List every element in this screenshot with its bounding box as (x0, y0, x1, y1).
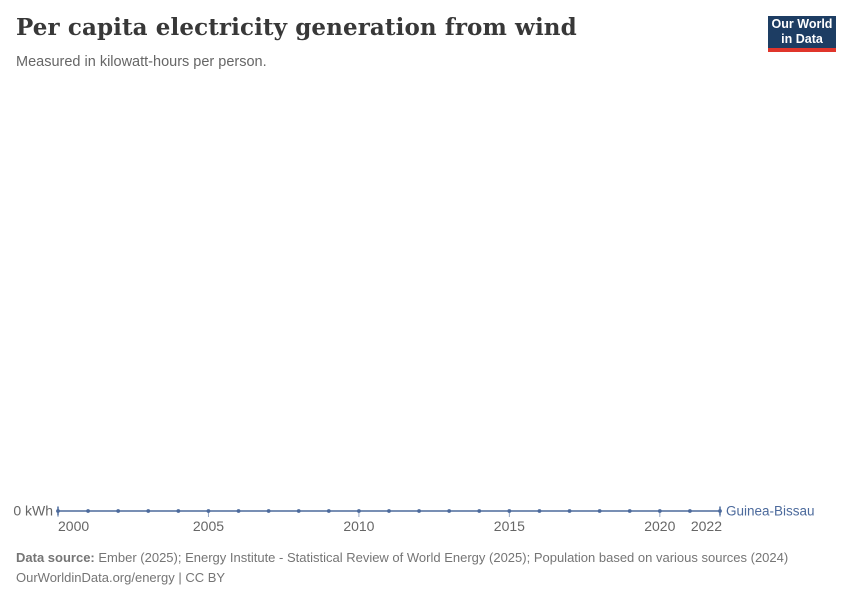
data-point-marker[interactable] (657, 509, 662, 513)
data-point-marker[interactable] (146, 509, 151, 513)
footer: Data source: Ember (2025); Energy Instit… (16, 548, 826, 588)
data-point-marker[interactable] (507, 509, 512, 513)
data-point-marker[interactable] (86, 509, 90, 513)
data-point-marker[interactable] (56, 509, 60, 513)
x-axis-label: 2022 (691, 518, 722, 534)
data-point-marker[interactable] (206, 509, 211, 513)
chart-subtitle: Measured in kilowatt-hours per person. (16, 54, 267, 70)
data-point-marker[interactable] (537, 509, 542, 513)
owid-logo[interactable]: Our World in Data (768, 16, 836, 52)
data-point-marker[interactable] (688, 509, 692, 513)
data-point-marker[interactable] (447, 509, 452, 513)
data-point-marker[interactable] (387, 509, 391, 513)
data-source-text: Ember (2025); Energy Institute - Statist… (98, 550, 789, 565)
data-point-marker[interactable] (597, 509, 602, 513)
data-point-marker[interactable] (266, 509, 271, 513)
wind-line-chart[interactable]: 0 kWh 2000 2005 2010 2015 2020 2022 Guinea-Biss… (0, 495, 850, 537)
footer-source-line: Data source: Ember (2025); Energy Instit… (16, 550, 788, 565)
data-point-marker[interactable] (296, 509, 301, 513)
data-point-marker[interactable] (326, 509, 331, 513)
x-axis-label: 2020 (644, 518, 675, 534)
data-point-marker[interactable] (627, 509, 632, 513)
data-source-label: Data source: (16, 550, 95, 565)
owid-logo-line1: Our World (771, 17, 833, 31)
page-title: Per capita electricity generation from w… (16, 14, 577, 41)
x-axis-label: 2015 (494, 518, 525, 534)
owid-logo-line2: in Data (781, 32, 823, 46)
footer-license-link[interactable]: OurWorldinData.org/energy | CC BY (16, 570, 226, 585)
x-axis-label: 2000 (58, 518, 89, 534)
data-point-marker[interactable] (176, 509, 181, 513)
data-point-marker[interactable] (417, 509, 421, 513)
data-point-marker[interactable] (357, 509, 361, 513)
data-point-marker[interactable] (718, 509, 722, 513)
data-point-marker[interactable] (567, 509, 572, 513)
x-axis-label: 2005 (193, 518, 224, 534)
data-point-marker[interactable] (477, 509, 482, 513)
data-point-marker[interactable] (236, 509, 241, 513)
entity-label[interactable]: Guinea-Bissau (726, 504, 815, 519)
y-axis-zero-label: 0 kWh (13, 503, 53, 519)
data-point-marker[interactable] (116, 509, 121, 513)
x-axis-label: 2010 (343, 518, 374, 534)
